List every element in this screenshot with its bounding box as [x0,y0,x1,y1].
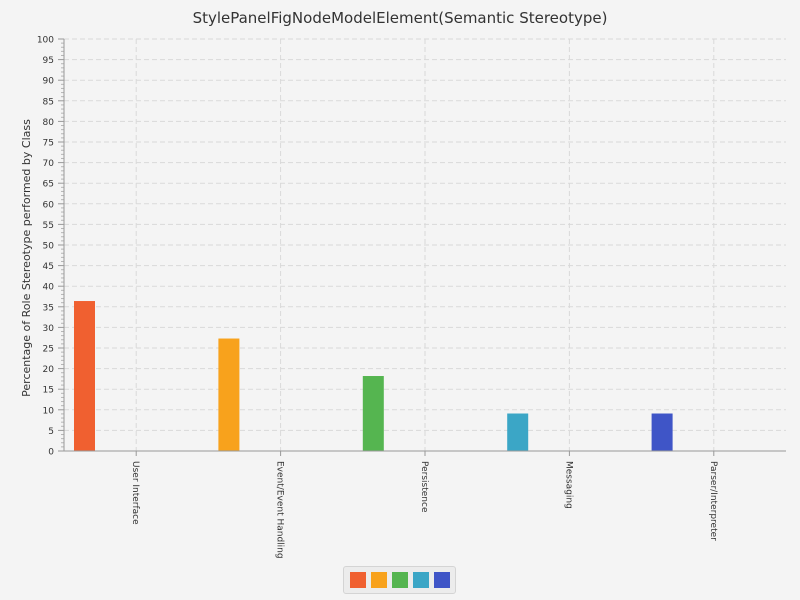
y-tick-label: 10 [43,406,55,416]
legend-swatch [371,572,387,588]
y-tick-label: 100 [37,36,54,46]
y-tick-label: 50 [43,242,55,252]
y-tick-label: 0 [48,448,54,458]
y-tick-label: 15 [43,386,54,396]
y-tick-label: 95 [43,56,54,66]
y-tick-label: 5 [48,427,54,437]
chart-title: StylePanelFigNodeModelElement(Semantic S… [193,9,608,27]
legend-swatch [392,572,408,588]
legend-swatch [350,572,366,588]
legend [343,566,456,594]
y-tick-label: 55 [43,221,54,231]
bar [507,413,529,451]
y-tick-label: 75 [43,139,54,149]
y-tick-label: 65 [43,180,54,190]
bar [218,338,240,451]
bars [74,301,673,451]
y-axis-label: Percentage of Role Stereotype performed … [20,119,33,397]
y-tick-label: 60 [43,200,55,210]
y-tick-label: 20 [43,365,55,375]
y-tick-label: 70 [43,159,55,169]
x-tick-label: Event/Event Handling [275,461,285,559]
y-tick-label: 80 [43,118,55,128]
y-tick-label: 90 [43,77,55,87]
axes: 0 5 10 15 20 25 30 35 40 45 50 55 60 65 70 75 80 85 90 95 10… [37,36,786,559]
bar [362,376,384,451]
x-tick-label: User Interface [130,461,140,525]
x-tick-label: Persistence [419,461,429,513]
x-tick-label: Parser/Interpreter [708,461,718,541]
y-tick-label: 85 [43,97,54,107]
y-tick-label: 40 [43,283,55,293]
bar [651,413,673,451]
bar [74,301,95,451]
y-tick-label: 35 [43,303,54,313]
y-tick-label: 45 [43,262,54,272]
legend-swatch [413,572,429,588]
y-tick-label: 25 [43,345,54,355]
grid [64,38,786,451]
y-tick-label: 30 [43,324,55,334]
legend-swatch [434,572,450,588]
x-tick-label: Messaging [563,461,573,509]
